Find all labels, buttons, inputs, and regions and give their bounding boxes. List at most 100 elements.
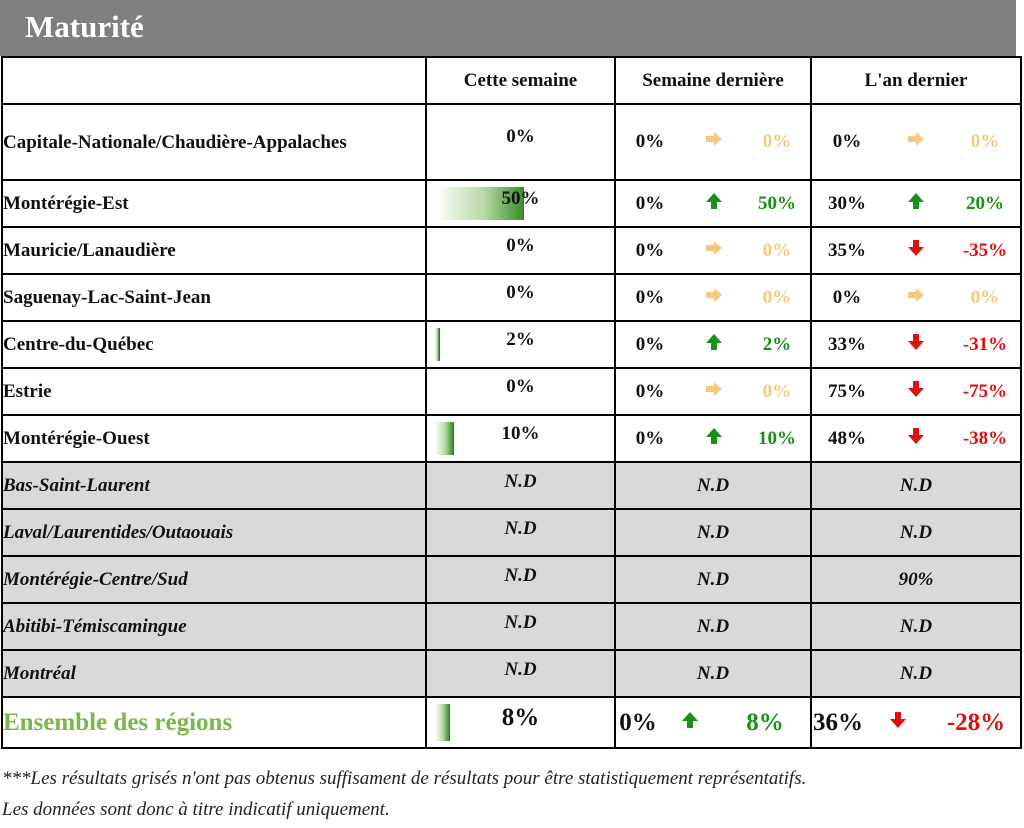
footnote-line-2: Les données sont donc à titre indicatif … xyxy=(2,799,390,820)
last-week-cell: 0% 0% xyxy=(614,103,812,181)
arrow-up-icon xyxy=(684,332,744,358)
total-row: Ensemble des régions 8% 0% 8% 36% -28% xyxy=(1,696,1022,749)
last-week-value: 0% xyxy=(635,380,665,402)
this-week-value: 0% xyxy=(506,234,535,256)
progress-bar xyxy=(435,704,451,741)
last-year-cell: 0% 0% xyxy=(810,273,1022,322)
table-row-insufficient: Abitibi-Témiscamingue N.D N.D N.D xyxy=(1,602,1022,651)
table-row-insufficient: Bas-Saint-Laurent N.D N.D N.D xyxy=(1,461,1022,510)
this-week-value: 10% xyxy=(501,422,540,444)
table-row: Centre-du-Québec 2% 0% 2% 33% -31% xyxy=(1,320,1022,369)
arrow-right-icon xyxy=(684,285,744,311)
table-row: Estrie 0% 0% 0% 75% -75% xyxy=(1,367,1022,416)
last-year-diff: -35% xyxy=(962,239,1008,261)
last-year-diff: -38% xyxy=(962,427,1008,449)
this-week-value: N.D xyxy=(504,564,537,586)
arrow-down-icon xyxy=(864,710,932,736)
last-week-value: 0% xyxy=(635,239,665,261)
table-row-insufficient: Laval/Laurentides/Outaouais N.D N.D N.D xyxy=(1,508,1022,557)
footnote: ***Les résultats grisés n'ont pas obtenu… xyxy=(2,763,806,825)
last-year-value: 48% xyxy=(828,427,866,449)
last-year-diff: -28% xyxy=(946,708,1006,736)
this-week-value: 2% xyxy=(506,328,535,350)
last-year-value: 30% xyxy=(828,192,866,214)
region-name: Montérégie-Centre/Sud xyxy=(1,555,427,604)
arrow-up-icon xyxy=(660,710,720,736)
progress-bar xyxy=(435,187,524,220)
last-year-value: 75% xyxy=(828,380,866,402)
this-week-cell: 0% xyxy=(425,367,616,416)
region-name: Saguenay-Lac-Saint-Jean xyxy=(1,273,427,322)
this-week-value: 8% xyxy=(501,703,540,731)
last-year-cell: 48% -38% xyxy=(810,414,1022,463)
arrow-down-icon xyxy=(882,426,950,452)
region-name: Laval/Laurentides/Outaouais xyxy=(1,508,427,557)
arrow-up-icon xyxy=(684,191,744,217)
last-year-diff: 0% xyxy=(970,286,1000,308)
region-name: Estrie xyxy=(1,367,427,416)
footnote-line-1: ***Les résultats grisés n'ont pas obtenu… xyxy=(2,768,807,789)
this-week-cell: 0% xyxy=(425,226,616,275)
this-week-column-header: Cette semaine xyxy=(425,56,616,105)
this-week-cell: N.D xyxy=(425,602,616,651)
last-week-diff: 10% xyxy=(758,427,796,449)
this-week-cell: 10% xyxy=(425,414,616,463)
arrow-right-icon xyxy=(882,129,950,155)
header-bar: Maturité xyxy=(0,0,1016,56)
this-week-value: 0% xyxy=(506,375,535,397)
last-year-cell: 36% -28% xyxy=(810,696,1022,749)
last-year-value: 90% xyxy=(810,555,1022,604)
last-year-value: N.D xyxy=(810,602,1022,651)
table-row-insufficient: Montréal N.D N.D N.D xyxy=(1,649,1022,698)
table-row: Capitale-Nationale/Chaudière-Appalaches 0… xyxy=(1,103,1022,181)
last-week-value: N.D xyxy=(614,555,812,604)
arrow-down-icon xyxy=(882,379,950,405)
last-year-value: 0% xyxy=(832,131,862,152)
last-week-cell: 0% 8% xyxy=(614,696,812,749)
last-week-value: 0% xyxy=(635,333,665,355)
this-week-cell: 0% xyxy=(425,273,616,322)
page-title: Maturité xyxy=(25,9,144,44)
last-year-value: N.D xyxy=(810,649,1022,698)
last-week-value: N.D xyxy=(614,508,812,557)
last-week-diff: 0% xyxy=(762,239,792,261)
last-year-diff: 20% xyxy=(966,192,1004,214)
last-week-cell: 0% 50% xyxy=(614,179,812,228)
table-row: Saguenay-Lac-Saint-Jean 0% 0% 0% 0% 0% xyxy=(1,273,1022,322)
this-week-cell: N.D xyxy=(425,508,616,557)
last-year-value: 0% xyxy=(832,286,862,308)
this-week-cell: 8% xyxy=(425,696,616,749)
arrow-up-icon xyxy=(882,191,950,217)
last-week-value: 0% xyxy=(635,192,665,214)
last-year-column-header: L'an dernier xyxy=(810,56,1022,105)
this-week-value: N.D xyxy=(504,611,537,633)
table-row: Montérégie-Ouest 10% 0% 10% 48% -38% xyxy=(1,414,1022,463)
region-name: Capitale-Nationale/Chaudière-Appalaches xyxy=(1,103,427,181)
last-year-value: 33% xyxy=(828,333,866,355)
last-year-value: 36% xyxy=(813,708,863,736)
arrow-down-icon xyxy=(882,332,950,358)
last-year-cell: 33% -31% xyxy=(810,320,1022,369)
last-week-diff: 2% xyxy=(762,333,792,355)
last-week-value: 0% xyxy=(635,286,665,308)
last-year-value: 35% xyxy=(828,239,866,261)
last-year-diff: -31% xyxy=(962,333,1008,355)
region-name: Bas-Saint-Laurent xyxy=(1,461,427,510)
last-year-value: N.D xyxy=(810,508,1022,557)
last-week-value: N.D xyxy=(614,602,812,651)
last-week-cell: 0% 2% xyxy=(614,320,812,369)
this-week-value: 0% xyxy=(506,126,535,147)
this-week-cell: N.D xyxy=(425,649,616,698)
this-week-cell: N.D xyxy=(425,461,616,510)
maturity-table: Cette semaine Semaine dernière L'an dern… xyxy=(1,56,1022,749)
table-row: Montérégie-Est 50% 0% 50% 30% 20% xyxy=(1,179,1022,228)
last-week-value: N.D xyxy=(614,461,812,510)
last-week-diff: 8% xyxy=(746,708,784,736)
last-year-cell: 35% -35% xyxy=(810,226,1022,275)
table-header-row: Cette semaine Semaine dernière L'an dern… xyxy=(1,56,1022,105)
region-name: Montérégie-Est xyxy=(1,179,427,228)
last-week-column-header: Semaine dernière xyxy=(614,56,812,105)
last-week-diff: 0% xyxy=(762,131,792,152)
last-year-value: N.D xyxy=(810,461,1022,510)
total-label: Ensemble des régions xyxy=(1,696,427,749)
